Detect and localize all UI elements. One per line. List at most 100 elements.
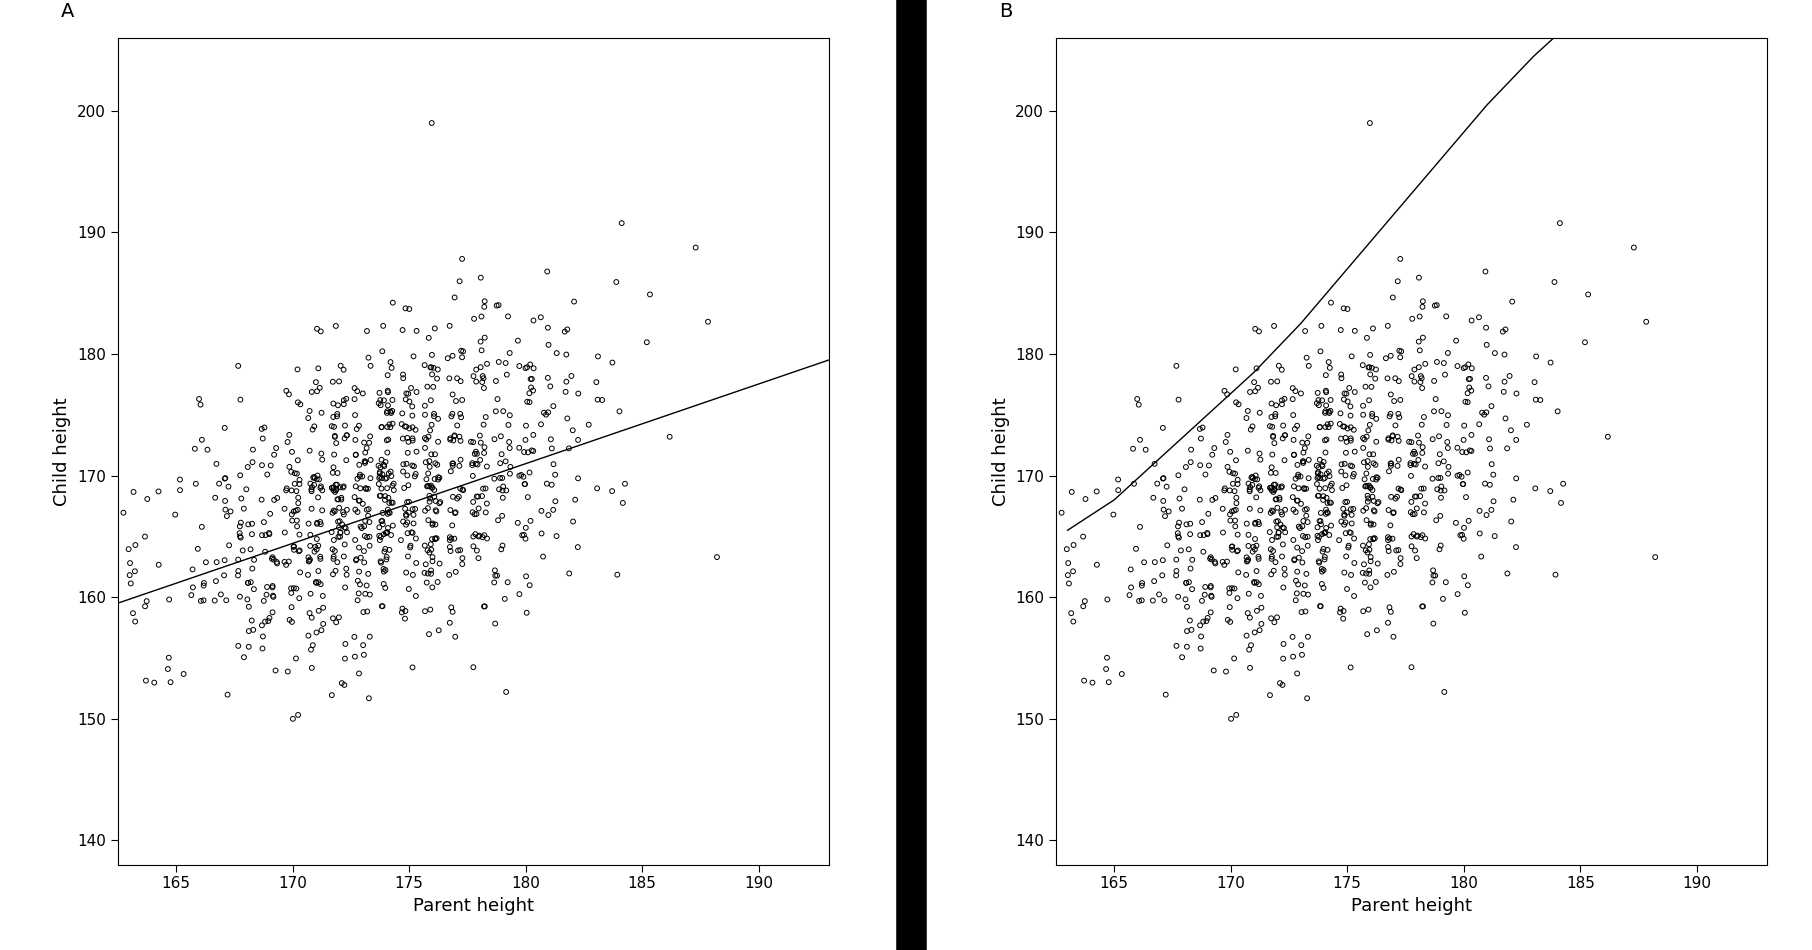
Point: [1339, 531, 1368, 546]
Point: [1426, 483, 1455, 498]
Point: [462, 456, 491, 471]
Point: [424, 470, 453, 485]
Point: [1176, 613, 1205, 628]
Point: [330, 479, 359, 494]
Point: [373, 406, 402, 421]
Point: [1236, 610, 1265, 625]
Point: [1268, 418, 1297, 433]
Point: [357, 358, 386, 373]
Point: [1294, 358, 1323, 373]
Point: [1330, 517, 1359, 532]
Point: [1397, 369, 1426, 384]
Point: [417, 478, 446, 493]
Point: [1540, 567, 1569, 582]
Point: [1239, 374, 1268, 390]
Point: [1421, 298, 1450, 314]
Point: [410, 357, 439, 372]
Point: [1520, 374, 1549, 390]
Point: [250, 515, 279, 530]
Point: [210, 420, 239, 435]
Point: [368, 513, 397, 528]
Point: [319, 374, 348, 390]
Point: [1270, 561, 1299, 577]
Point: [1450, 521, 1479, 536]
Point: [1406, 529, 1435, 544]
Point: [417, 392, 446, 408]
Point: [355, 529, 384, 544]
Point: [319, 466, 348, 481]
Point: [225, 519, 254, 534]
Point: [1069, 598, 1098, 614]
Point: [440, 505, 469, 521]
Point: [1310, 549, 1339, 564]
Point: [391, 301, 420, 316]
Point: [257, 605, 286, 620]
Point: [703, 549, 732, 564]
Point: [1261, 466, 1290, 481]
Point: [332, 524, 361, 540]
Point: [295, 539, 324, 554]
Point: [239, 622, 268, 637]
Point: [352, 481, 381, 496]
Point: [1571, 334, 1600, 350]
Point: [1348, 441, 1377, 456]
Point: [437, 464, 466, 479]
Point: [462, 362, 491, 377]
Point: [1210, 483, 1239, 498]
Point: [1332, 430, 1361, 446]
Point: [518, 361, 547, 376]
Point: [1471, 405, 1500, 420]
Point: [321, 483, 350, 498]
Point: [263, 555, 292, 570]
Point: [1384, 407, 1413, 422]
Point: [1471, 370, 1500, 386]
Point: [297, 642, 326, 657]
Point: [1355, 580, 1384, 595]
Point: [364, 395, 393, 410]
Point: [1312, 445, 1341, 460]
Point: [323, 482, 352, 497]
Point: [130, 598, 159, 614]
Point: [319, 480, 348, 495]
Point: [306, 405, 335, 420]
Point: [1450, 477, 1479, 492]
Point: [395, 504, 424, 520]
Point: [399, 516, 428, 531]
Point: [234, 623, 263, 638]
Point: [1401, 457, 1430, 472]
Point: [1078, 675, 1107, 691]
Point: [1258, 567, 1287, 582]
Point: [255, 610, 284, 625]
Point: [370, 526, 399, 542]
Point: [388, 322, 417, 337]
Point: [1245, 517, 1274, 532]
Point: [366, 469, 395, 484]
Point: [1198, 552, 1227, 567]
Point: [373, 404, 402, 419]
Point: [1288, 519, 1317, 534]
Point: [1232, 628, 1261, 643]
Point: [1303, 528, 1332, 543]
Point: [420, 446, 449, 462]
Point: [1303, 488, 1332, 504]
Point: [1263, 529, 1292, 544]
Point: [341, 432, 370, 447]
Point: [1448, 477, 1477, 492]
Point: [417, 566, 446, 581]
Point: [1402, 489, 1431, 504]
Point: [415, 491, 444, 506]
Point: [379, 392, 408, 408]
Point: [1316, 392, 1345, 408]
Point: [332, 452, 361, 467]
Point: [1288, 647, 1317, 662]
Point: [308, 617, 337, 632]
Point: [1332, 434, 1361, 449]
Point: [1259, 435, 1288, 450]
Point: [1268, 636, 1297, 652]
Point: [332, 636, 361, 652]
Point: [538, 503, 567, 518]
Point: [1294, 529, 1323, 544]
Point: [1502, 471, 1531, 486]
Point: [1288, 555, 1317, 570]
Point: [1399, 506, 1428, 522]
